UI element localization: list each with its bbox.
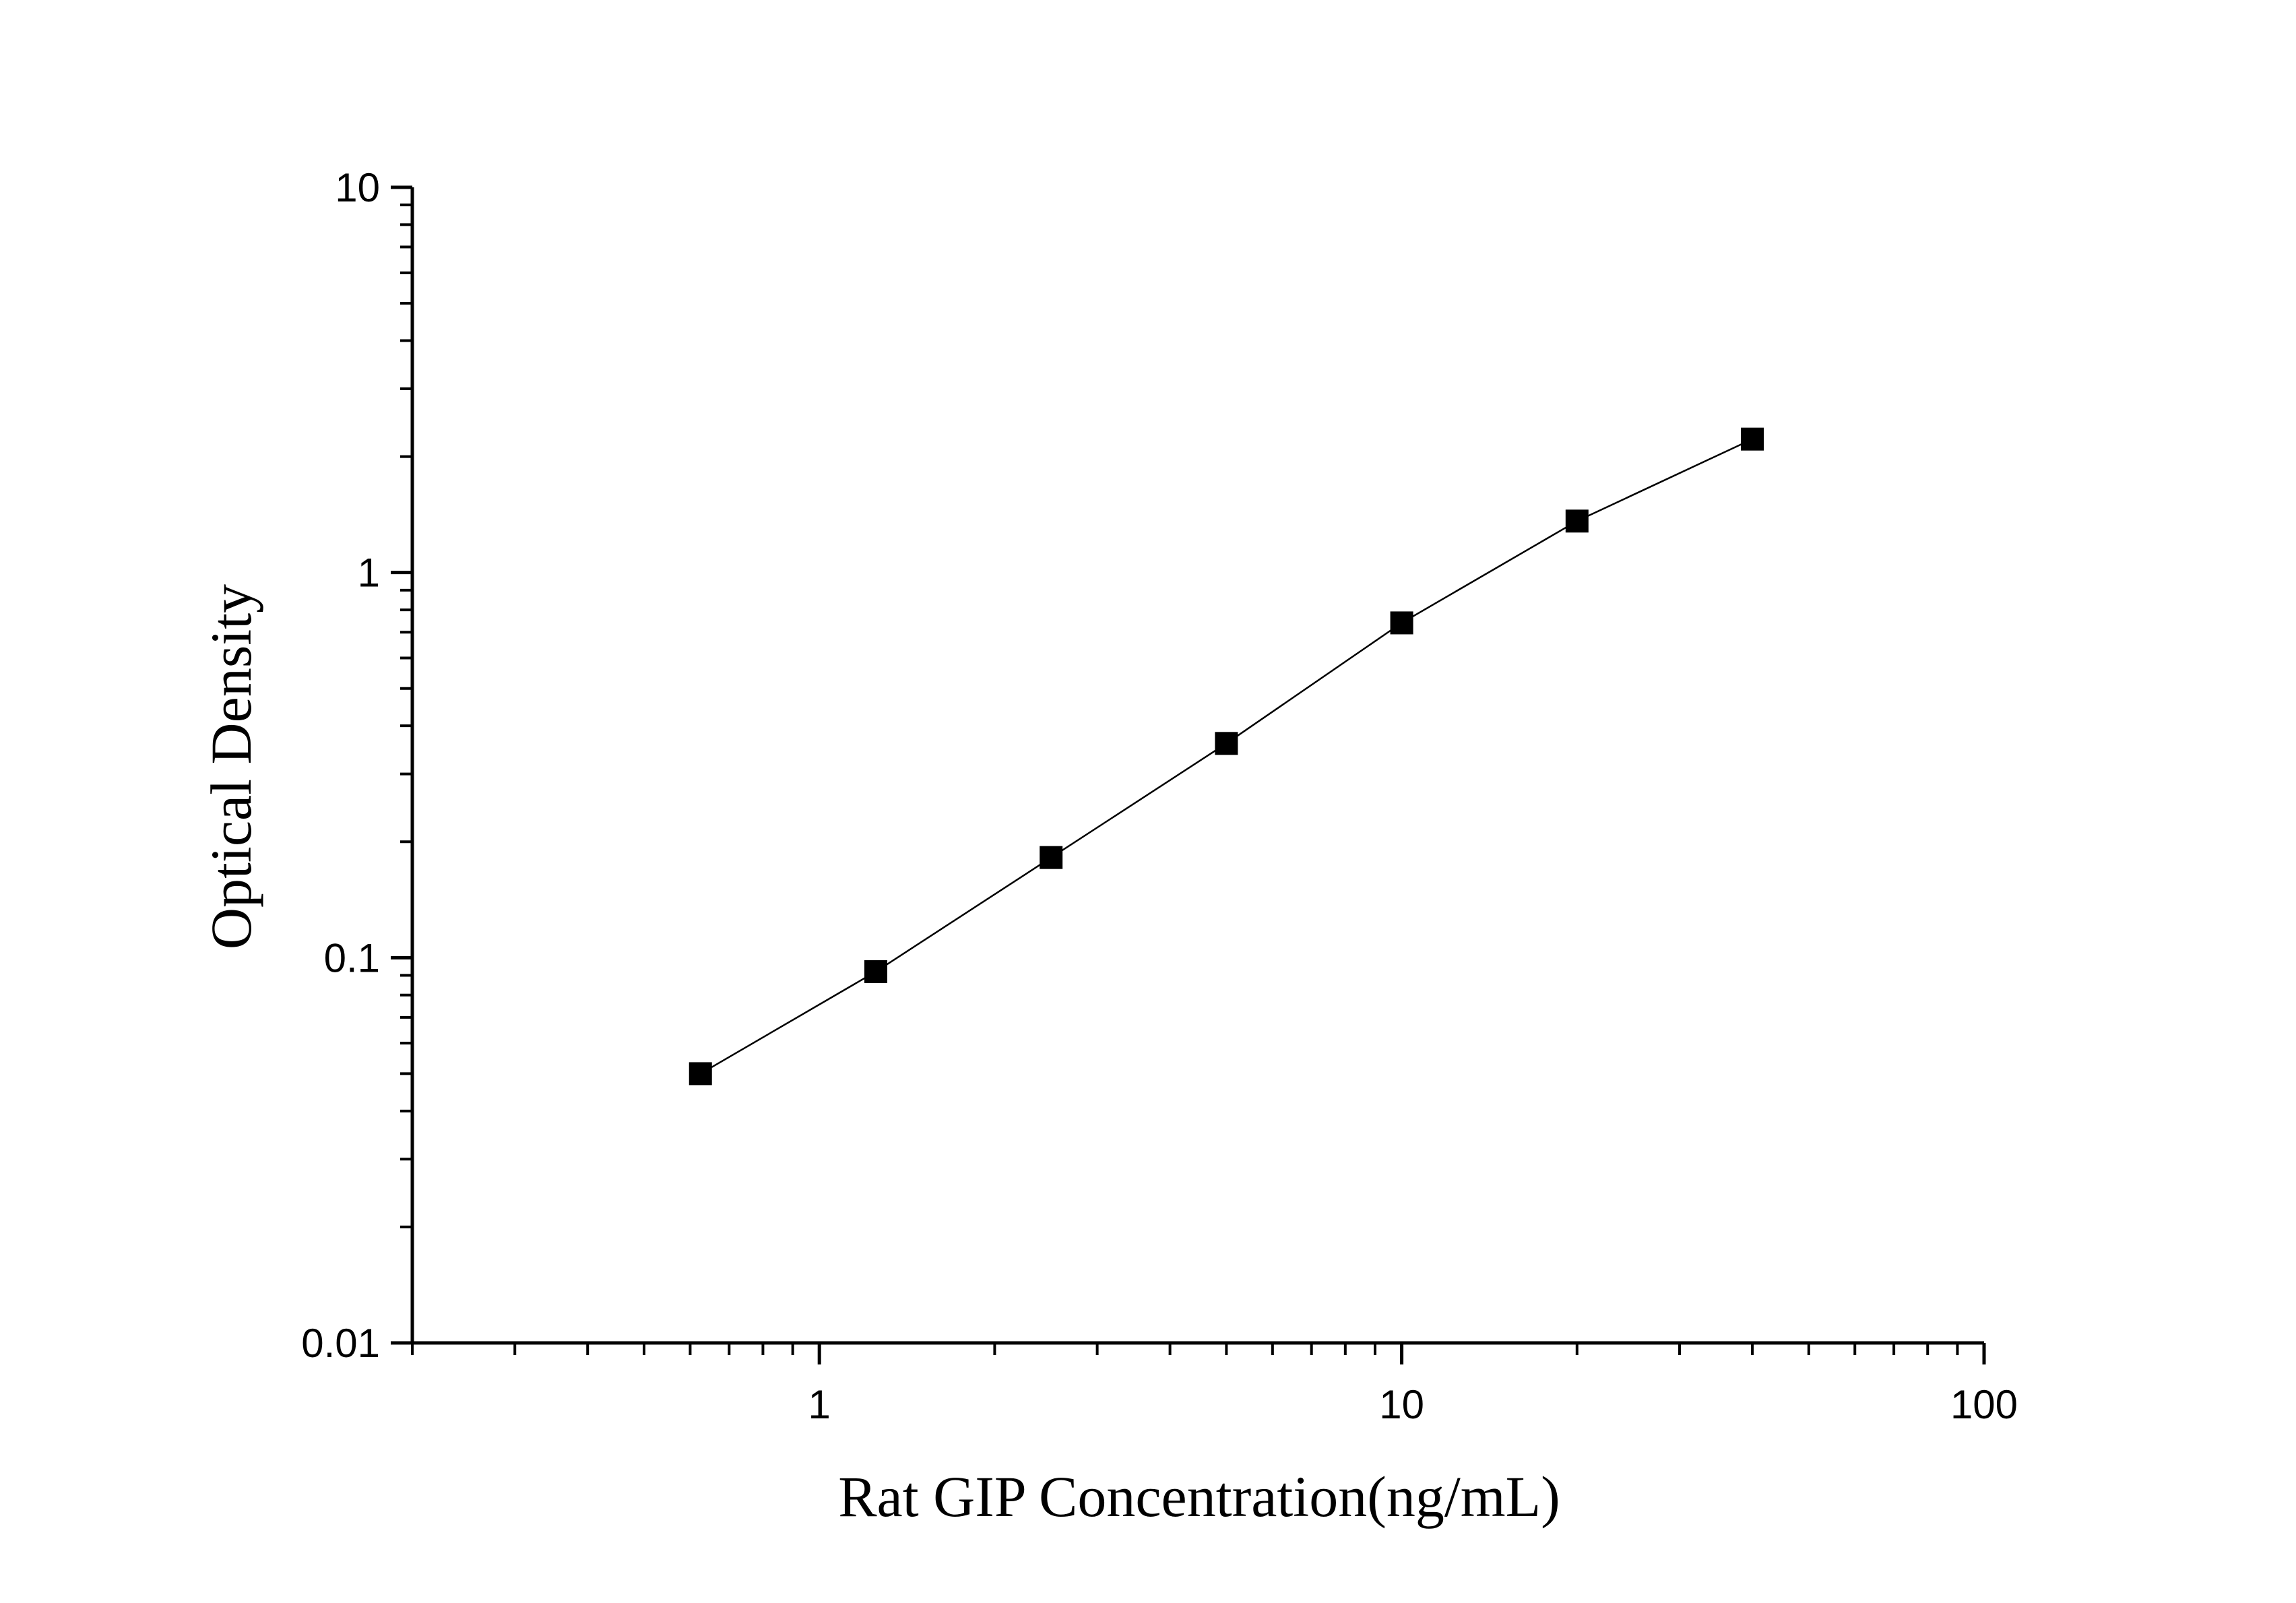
x-axis-ticks: 1 10 100 xyxy=(411,1343,2018,1427)
x-tick-label: 10 xyxy=(1379,1382,1424,1427)
x-tick-label: 100 xyxy=(1950,1382,2018,1427)
data-point-marker xyxy=(1565,509,1589,533)
data-point-marker xyxy=(1390,611,1413,635)
data-point-marker xyxy=(1040,846,1063,869)
y-tick-label: 0.01 xyxy=(301,1321,380,1366)
y-tick-label: 0.1 xyxy=(324,935,380,980)
y-tick-label: 1 xyxy=(358,551,380,596)
x-tick-label: 1 xyxy=(808,1382,831,1427)
y-axis-title: Optical Density xyxy=(199,584,263,949)
series-line xyxy=(700,438,1753,1075)
data-point-marker xyxy=(864,960,887,984)
data-point-marker xyxy=(1741,427,1764,451)
data-point-marker xyxy=(1215,732,1238,755)
axes xyxy=(410,187,1984,1345)
series-group xyxy=(689,427,1764,1086)
y-tick-label: 10 xyxy=(335,165,380,210)
y-axis-ticks: 0.01 0.1 1 10 xyxy=(301,165,412,1366)
x-axis-title: Rat GIP Concentration(ng/mL) xyxy=(838,1464,1560,1529)
data-point-marker xyxy=(689,1062,712,1086)
